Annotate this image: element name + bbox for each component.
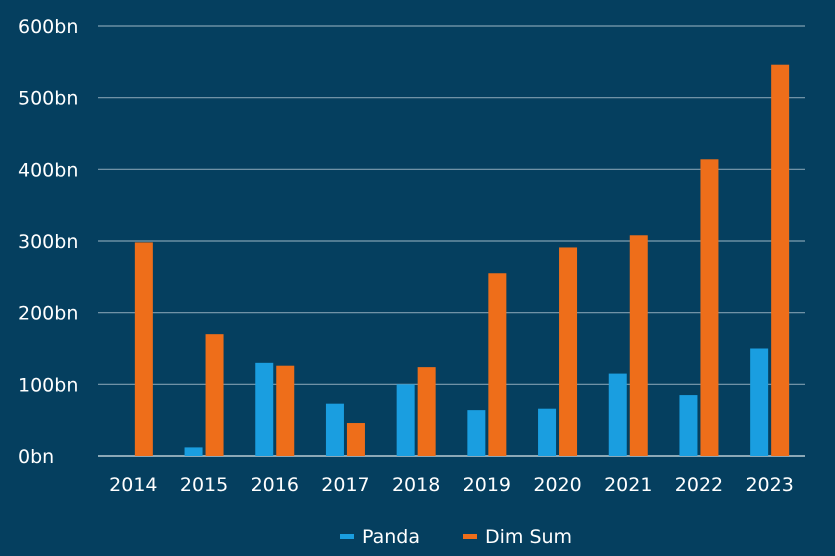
bar-panda-2019	[467, 410, 486, 456]
x-tick-label: 2023	[745, 474, 793, 496]
y-tick-label: 400bn	[18, 159, 78, 181]
x-tick-label: 2019	[463, 474, 511, 496]
x-tick-label: 2020	[533, 474, 581, 496]
bar-dim-sum-2018	[417, 367, 436, 456]
y-axis-ticks: 0bn 100bn 200bn 300bn 400bn 500bn 600bn	[18, 16, 78, 468]
bar-panda-2022	[679, 395, 698, 456]
bar-dim-sum-2022	[700, 159, 719, 457]
y-tick-label: 0bn	[18, 446, 54, 468]
bar-panda-2021	[608, 373, 627, 456]
legend-swatch-dim-sum	[463, 534, 477, 539]
bar-panda-2023	[750, 348, 769, 456]
y-tick-label: 600bn	[18, 16, 78, 38]
x-tick-label: 2018	[392, 474, 440, 496]
bar-dim-sum-2016	[276, 365, 295, 456]
x-tick-label: 2022	[675, 474, 723, 496]
x-tick-label: 2017	[321, 474, 369, 496]
bar-dim-sum-2019	[488, 273, 507, 456]
legend-label-dim-sum: Dim Sum	[485, 526, 572, 548]
bar-dim-sum-2017	[346, 423, 365, 456]
legend-label-panda: Panda	[362, 526, 420, 548]
x-tick-label: 2014	[109, 474, 157, 496]
y-tick-label: 300bn	[18, 231, 78, 253]
grid-lines	[98, 25, 805, 457]
bar-dim-sum-2023	[771, 64, 790, 456]
bar-dim-sum-2014	[134, 242, 153, 456]
bar-dim-sum-2021	[629, 235, 648, 456]
legend-swatch-panda	[340, 534, 354, 539]
x-tick-label: 2021	[604, 474, 652, 496]
bars	[134, 64, 790, 457]
y-tick-label: 500bn	[18, 88, 78, 110]
y-tick-label: 200bn	[18, 303, 78, 325]
bar-panda-2018	[396, 384, 415, 456]
bar-panda-2016	[255, 362, 274, 456]
x-axis-ticks: 2014 2015 2016 2017 2018 2019 2020 2021 2022 2023	[109, 474, 794, 496]
bar-dim-sum-2015	[205, 334, 224, 456]
legend: Panda Dim Sum	[340, 526, 572, 548]
y-tick-label: 100bn	[18, 374, 78, 396]
bar-panda-2017	[325, 403, 344, 456]
bar-dim-sum-2020	[559, 247, 578, 456]
x-tick-label: 2015	[180, 474, 228, 496]
bar-panda-2015	[184, 447, 203, 456]
bar-panda-2020	[538, 408, 557, 456]
x-tick-label: 2016	[251, 474, 299, 496]
